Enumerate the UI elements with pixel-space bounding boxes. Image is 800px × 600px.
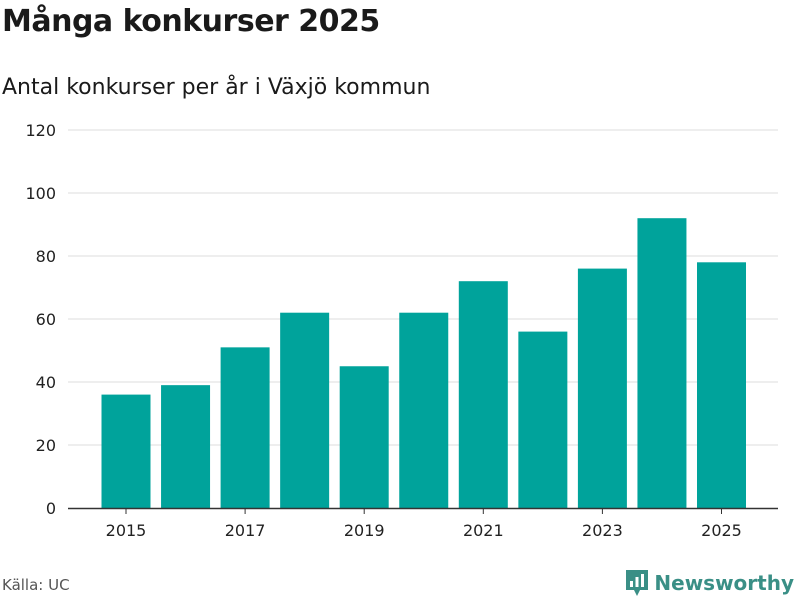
newsworthy-logo-icon xyxy=(626,570,649,596)
y-tick-label-0: 0 xyxy=(46,499,56,518)
newsworthy-logo: Newsworthy xyxy=(624,568,794,598)
chart-subtitle: Antal konkurser per år i Växjö kommun xyxy=(2,75,431,100)
bar-2020 xyxy=(399,312,449,508)
y-tick-label-100: 100 xyxy=(25,184,56,203)
bar-2016 xyxy=(161,385,211,508)
bar-2018 xyxy=(280,312,330,508)
x-tick-label-2025: 2025 xyxy=(701,521,742,540)
bar-2024 xyxy=(637,218,687,508)
y-tick-label-40: 40 xyxy=(36,373,56,392)
bar-2025 xyxy=(697,262,746,508)
bar-2022 xyxy=(518,331,568,508)
x-tick-label-2023: 2023 xyxy=(582,521,623,540)
bar-chart: 0 20 40 60 80 100 120 2015 2017 2019 2021 2023 2025 xyxy=(25,121,778,540)
x-tick-label-2015: 2015 xyxy=(106,521,147,540)
bar-2021 xyxy=(458,281,508,508)
chart-title: Många konkurser 2025 xyxy=(2,4,380,39)
axes: 0 20 40 60 80 100 120 2015 2017 2019 2021 2023 2025 xyxy=(25,121,778,540)
y-tick-label-80: 80 xyxy=(36,247,56,266)
brand-name: Newsworthy xyxy=(654,571,794,595)
bar-2023 xyxy=(577,268,627,508)
source-note: Källa: UC xyxy=(2,576,70,594)
y-tick-label-120: 120 xyxy=(25,121,56,140)
bar-2017 xyxy=(220,347,270,508)
x-tick-label-2019: 2019 xyxy=(344,521,385,540)
bar-2015 xyxy=(101,394,151,508)
x-tick-label-2021: 2021 xyxy=(463,521,504,540)
y-tick-label-20: 20 xyxy=(36,436,56,455)
bar-2019 xyxy=(339,366,389,508)
x-tick-label-2017: 2017 xyxy=(225,521,266,540)
bars xyxy=(101,218,746,508)
y-tick-label-60: 60 xyxy=(36,310,56,329)
